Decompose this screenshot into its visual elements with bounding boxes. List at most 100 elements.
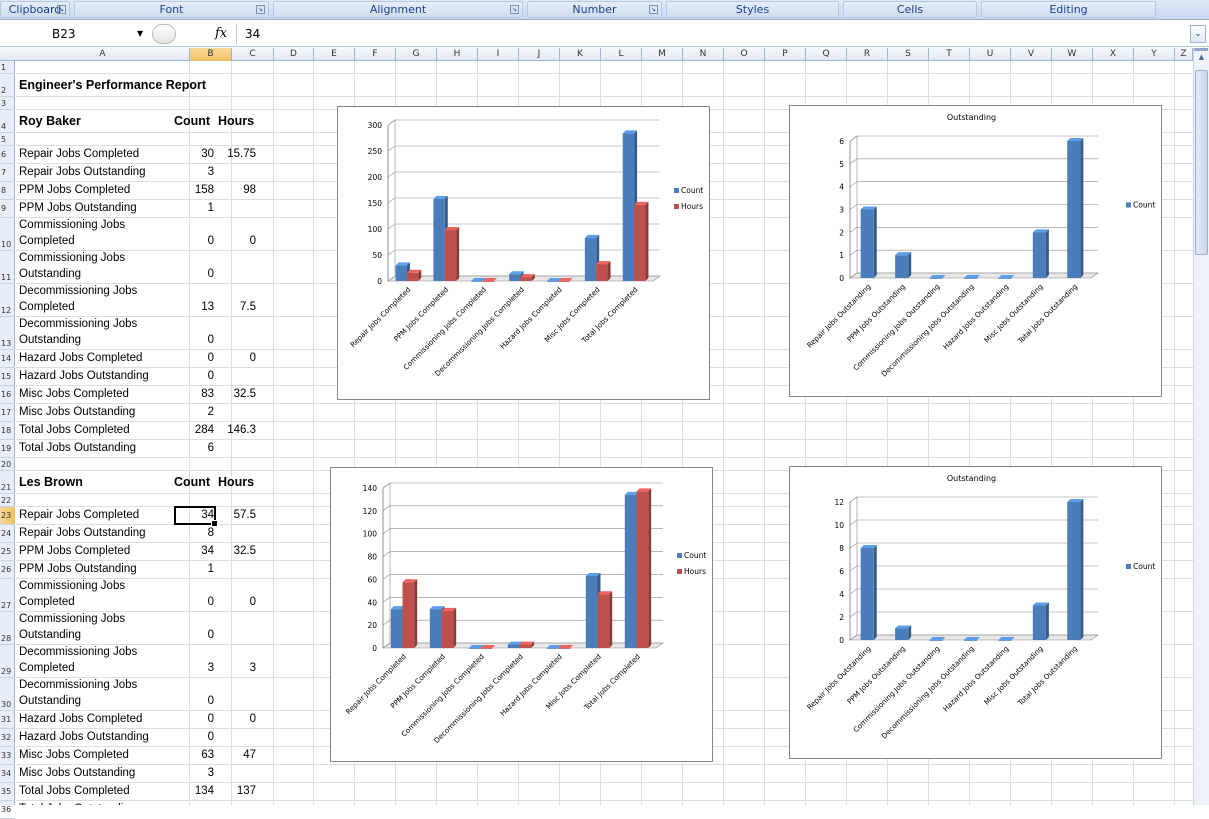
bar-count-1 (860, 545, 877, 640)
row-header-7[interactable]: 7 (0, 164, 15, 182)
row-header-20[interactable]: 20 (0, 458, 15, 471)
row-header-16[interactable]: 16 (0, 386, 15, 404)
column-header-t[interactable]: T (929, 48, 970, 61)
gridline (805, 61, 806, 805)
column-header-a[interactable]: A (16, 48, 190, 61)
dialog-launcher-icon[interactable]: ↘ (649, 5, 658, 14)
row-headers: 1 2 3 4 5 6 7 8 9 10 11 12 13 14 15 16 17 18 19 20 21 22 23 24 2… (0, 61, 15, 819)
column-header-x[interactable]: X (1093, 48, 1134, 61)
ribbon-group-editing[interactable]: Editing (981, 1, 1156, 18)
row-header-31[interactable]: 31 (0, 711, 15, 729)
row-header-9[interactable]: 9 (0, 200, 15, 218)
scrollbar-thumb[interactable] (1195, 70, 1208, 255)
ribbon-group-clipboard[interactable]: Clipboard ↘ (0, 1, 70, 18)
chart-1[interactable]: 0 50 100 150 200 250 300 Repair Jobs Completed P… (337, 106, 710, 400)
dialog-launcher-icon[interactable]: ↘ (57, 5, 66, 14)
row-header-23[interactable]: 23 (0, 507, 15, 525)
insert-function-icon[interactable]: fx (215, 26, 228, 41)
ribbon-group-alignment[interactable]: Alignment ↘ (273, 1, 523, 18)
row-header-5[interactable]: 5 (0, 133, 15, 146)
ribbon-group-font[interactable]: Font ↘ (74, 1, 269, 18)
column-header-g[interactable]: G (396, 48, 437, 61)
column-header-i[interactable]: I (478, 48, 519, 61)
ribbon-group-cells[interactable]: Cells (843, 1, 977, 18)
chevron-down-icon[interactable]: ▼ (137, 29, 144, 38)
row-header-6[interactable]: 6 (0, 146, 15, 164)
row-header-1[interactable]: 1 (0, 61, 15, 74)
formula-bar-divider-handle[interactable] (152, 24, 176, 44)
split-box[interactable] (1194, 48, 1208, 51)
column-header-z[interactable]: Z (1175, 48, 1193, 61)
ribbon-group-number[interactable]: Number ↘ (527, 1, 662, 18)
row-header-34[interactable]: 34 (0, 765, 15, 783)
row-header-15[interactable]: 15 (0, 368, 15, 386)
column-header-q[interactable]: Q (806, 48, 847, 61)
row-header-19[interactable]: 19 (0, 440, 15, 458)
column-header-h[interactable]: H (437, 48, 478, 61)
row-header-11[interactable]: 11 (0, 251, 15, 284)
row-header-4[interactable]: 4 (0, 110, 15, 133)
hours-value (216, 629, 256, 644)
row-header-18[interactable]: 18 (0, 422, 15, 440)
row-header-17[interactable]: 17 (0, 404, 15, 422)
active-cell-b23[interactable] (174, 506, 218, 527)
column-header-d[interactable]: D (274, 48, 314, 61)
row-header-12[interactable]: 12 (0, 284, 15, 317)
row-header-3[interactable]: 3 (0, 97, 15, 110)
row-header-22[interactable]: 22 (0, 494, 15, 507)
vertical-scrollbar[interactable]: ▲ (1193, 48, 1209, 805)
chart-3[interactable]: 0 20 40 60 80 100 120 140 Repair Jobs Completed P… (330, 467, 713, 762)
column-header-b[interactable]: B (190, 48, 232, 61)
row-header-32[interactable]: 32 (0, 729, 15, 747)
column-header-y[interactable]: Y (1134, 48, 1175, 61)
formula-input[interactable]: 34 (236, 24, 1186, 44)
name-box[interactable]: B23 (52, 27, 76, 41)
x-tick-label: Hazard Jobs Outstanding (941, 644, 1010, 713)
scroll-up-icon[interactable]: ▲ (1198, 53, 1205, 61)
row-header-21[interactable]: 21 (0, 471, 15, 494)
chart-2[interactable]: Outstanding 0 1 2 3 4 5 6 Repair Jobs Outstandin… (789, 105, 1162, 397)
column-header-m[interactable]: M (642, 48, 683, 61)
column-header-o[interactable]: O (724, 48, 765, 61)
column-header-v[interactable]: V (1011, 48, 1052, 61)
row-header-10[interactable]: 10 (0, 218, 15, 251)
row-header-30[interactable]: 30 (0, 678, 15, 711)
count-value: 30 (201, 148, 214, 160)
row-header-13[interactable]: 13 (0, 317, 15, 350)
row-header-36[interactable]: 36 (0, 801, 15, 819)
row-header-26[interactable]: 26 (0, 561, 15, 579)
row-header-27[interactable]: 27 (0, 579, 15, 612)
row-header-29[interactable]: 29 (0, 645, 15, 678)
y-tick-label: 6 (839, 137, 844, 146)
row-header-8[interactable]: 8 (0, 182, 15, 200)
column-header-r[interactable]: R (847, 48, 888, 61)
chart-gridline (849, 249, 1098, 256)
row-header-2[interactable]: 2 (0, 74, 15, 97)
chart-4[interactable]: Outstanding 0 2 4 6 8 10 12 Repair Jobs Outstand… (789, 466, 1162, 759)
column-header-l[interactable]: L (601, 48, 642, 61)
hours-value (216, 442, 256, 457)
row-header-33[interactable]: 33 (0, 747, 15, 765)
column-header-e[interactable]: E (314, 48, 355, 61)
row-header-24[interactable]: 24 (0, 525, 15, 543)
column-header-s[interactable]: S (888, 48, 929, 61)
column-header-w[interactable]: W (1052, 48, 1093, 61)
row-header-28[interactable]: 28 (0, 612, 15, 645)
row-header-25[interactable]: 25 (0, 543, 15, 561)
column-header-f[interactable]: F (355, 48, 396, 61)
column-header-p[interactable]: P (765, 48, 806, 61)
column-header-k[interactable]: K (560, 48, 601, 61)
expand-formula-bar-icon[interactable]: ⌄ (1190, 25, 1206, 43)
dialog-launcher-icon[interactable]: ↘ (510, 5, 519, 14)
ribbon-group-styles[interactable]: Styles (666, 1, 839, 18)
y-tick-label: 120 (363, 507, 378, 516)
column-header-n[interactable]: N (683, 48, 724, 61)
row-header-14[interactable]: 14 (0, 350, 15, 368)
dialog-launcher-icon[interactable]: ↘ (256, 5, 265, 14)
column-header-j[interactable]: J (519, 48, 560, 61)
column-header-u[interactable]: U (970, 48, 1011, 61)
y-tick-label: 100 (363, 530, 378, 539)
column-header-c[interactable]: C (232, 48, 274, 61)
bar-count-2 (895, 625, 912, 640)
row-header-35[interactable]: 35 (0, 783, 15, 801)
